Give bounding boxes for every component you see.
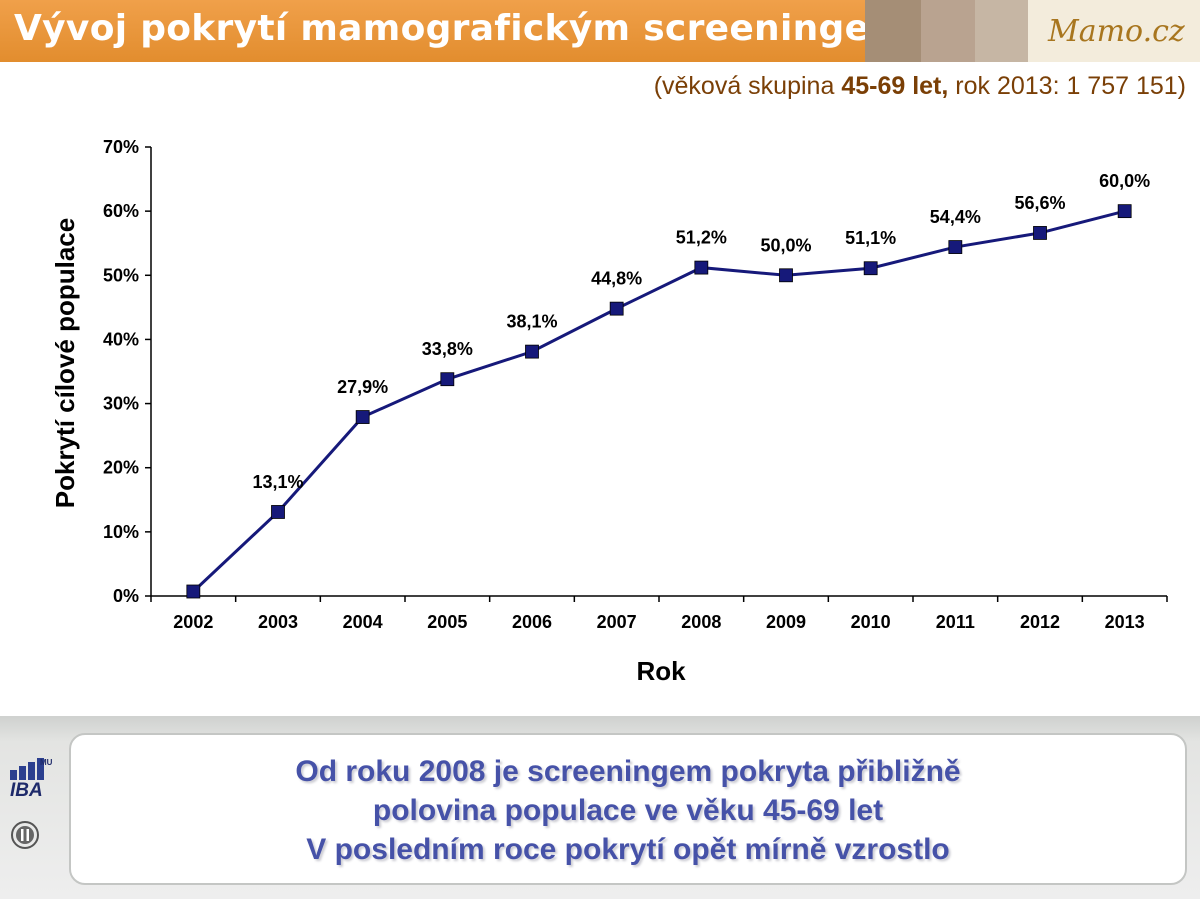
data-label: 27,9% (337, 377, 388, 397)
y-tick-label: 70% (103, 137, 139, 157)
x-tick-label: 2013 (1105, 612, 1145, 632)
footer-line-1: Od roku 2008 je screeningem pokryta přib… (295, 755, 961, 788)
footer-line-2: polovina populace ve věku 45-69 let (372, 794, 884, 827)
y-axis-title: Pokrytí cílové populace (50, 218, 80, 508)
data-label: 33,8% (422, 339, 473, 359)
x-axis-title: Rok (636, 656, 686, 686)
data-label: 44,8% (591, 269, 642, 289)
x-tick-label: 2003 (258, 612, 298, 632)
mamo-logo-area (1028, 0, 1200, 62)
x-tick-label: 2004 (343, 612, 383, 632)
header-strip-2 (921, 0, 975, 62)
y-tick-label: 60% (103, 201, 139, 221)
data-point (694, 260, 709, 275)
data-label: 54,4% (930, 207, 981, 227)
data-point (355, 410, 370, 424)
footer-line-3: V posledním roce pokrytí opět mírně vzro… (306, 833, 950, 866)
footer-message: Od roku 2008 je screeningem pokryta přib… (69, 752, 1187, 869)
iba-logo-icon (10, 758, 44, 780)
header-bar (0, 0, 865, 62)
header-strip-3 (975, 0, 1028, 62)
data-point (525, 344, 539, 359)
x-tick-label: 2008 (681, 612, 721, 632)
series-line (192, 209, 1126, 593)
data-point (271, 505, 285, 519)
data-label: 56,6% (1014, 193, 1065, 213)
x-tick-label: 2006 (512, 612, 552, 632)
mamo-logo: Mamo.cz (1048, 14, 1185, 49)
y-tick-label: 20% (103, 458, 139, 478)
x-tick-label: 2010 (851, 612, 891, 632)
x-tick-label: 2011 (936, 612, 975, 632)
slide-title: Vývoj pokrytí mamografickým screeningem (14, 8, 908, 49)
data-label: 51,2% (676, 228, 727, 248)
iba-logo-text: IBA (10, 780, 43, 801)
data-point (609, 301, 624, 316)
x-tick-label: 2007 (597, 612, 637, 632)
data-point (1117, 204, 1132, 219)
subtitle: (věková skupina 45-69 let, rok 2013: 1 7… (654, 72, 1186, 101)
data-point (948, 240, 963, 254)
data-label: 13,1% (252, 472, 303, 492)
y-tick-label: 40% (103, 329, 139, 349)
data-label: 51,1% (845, 228, 896, 248)
data-point (440, 372, 455, 387)
coverage-line-chart: 0% 10% 20% 30% 40% 50% 60% 70% 2002 2003 2004 2005 2… (50, 137, 1168, 686)
header-strip-1 (865, 0, 921, 62)
y-tick-label: 10% (103, 522, 139, 542)
footer-message-box (69, 733, 1187, 885)
data-point (863, 261, 878, 276)
x-tick-label: 2009 (766, 612, 806, 632)
data-label: 60,0% (1099, 171, 1150, 191)
mu-logo-text: MU (40, 758, 53, 767)
subtitle-suffix: rok 2013: 1 757 151) (948, 72, 1186, 100)
subtitle-prefix: (věková skupina (653, 72, 842, 100)
y-tick-label: 50% (103, 265, 139, 285)
y-tick-label: 0% (113, 586, 139, 606)
x-tick-label: 2005 (427, 612, 467, 632)
data-label: 50,0% (760, 235, 811, 255)
data-label: 38,1% (506, 312, 557, 332)
data-point (186, 584, 201, 599)
university-seal-icon (11, 821, 39, 849)
data-point (1033, 226, 1047, 240)
x-tick-label: 2002 (173, 612, 213, 632)
data-point (779, 268, 793, 283)
y-tick-label: 30% (103, 394, 139, 414)
subtitle-age-group: 45-69 let, (841, 72, 949, 100)
x-tick-label: 2012 (1020, 612, 1060, 632)
